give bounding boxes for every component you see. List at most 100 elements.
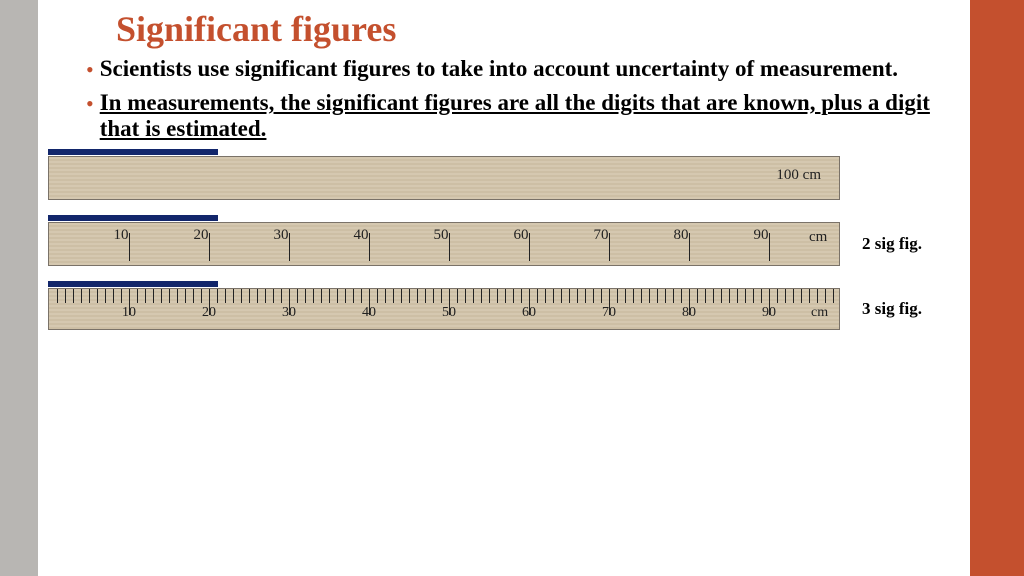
- tick-mark: [769, 233, 770, 261]
- tick-label: 20: [194, 227, 209, 244]
- minor-tick-mark: [809, 289, 810, 303]
- tick-mark: [369, 233, 370, 261]
- minor-tick-mark: [465, 289, 466, 303]
- minor-tick-mark: [753, 289, 754, 303]
- minor-tick-mark: [137, 289, 138, 303]
- tick-label: 40: [354, 227, 369, 244]
- minor-tick-mark: [353, 289, 354, 303]
- minor-tick-mark: [409, 289, 410, 303]
- minor-tick-mark: [321, 289, 322, 303]
- minor-tick-mark: [681, 289, 682, 303]
- left-accent-bar: [0, 0, 38, 576]
- minor-tick-mark: [561, 289, 562, 303]
- minor-tick-mark: [217, 289, 218, 303]
- measurement-bar: [48, 281, 218, 287]
- minor-tick-mark: [697, 289, 698, 303]
- minor-tick-mark: [201, 289, 202, 303]
- minor-tick-mark: [233, 289, 234, 303]
- minor-tick-mark: [785, 289, 786, 303]
- minor-tick-mark: [817, 289, 818, 303]
- tick-label: 20: [202, 305, 216, 321]
- ruler-row-2: 102030405060708090cm 2 sig fig.: [48, 222, 970, 266]
- minor-tick-mark: [761, 289, 762, 303]
- ruler-1-end-label: 100 cm: [776, 167, 821, 184]
- minor-tick-mark: [393, 289, 394, 303]
- minor-tick-mark: [833, 289, 834, 303]
- minor-tick-mark: [105, 289, 106, 303]
- minor-tick-mark: [793, 289, 794, 303]
- minor-tick-mark: [169, 289, 170, 303]
- minor-tick-mark: [161, 289, 162, 303]
- tick-mark: [449, 233, 450, 261]
- minor-tick-mark: [241, 289, 242, 303]
- minor-tick-mark: [305, 289, 306, 303]
- minor-tick-mark: [153, 289, 154, 303]
- tick-label: 40: [362, 305, 376, 321]
- tick-label: 50: [434, 227, 449, 244]
- minor-tick-mark: [249, 289, 250, 303]
- measurement-bar: [48, 215, 218, 221]
- tick-label: 80: [674, 227, 689, 244]
- minor-tick-mark: [601, 289, 602, 303]
- bullet-list: • Scientists use significant figures to …: [38, 50, 970, 142]
- minor-tick-mark: [257, 289, 258, 303]
- minor-tick-mark: [297, 289, 298, 303]
- minor-tick-mark: [641, 289, 642, 303]
- minor-tick-mark: [177, 289, 178, 303]
- ruler-row-3: 102030405060708090cm 3 sig fig.: [48, 288, 970, 330]
- minor-tick-mark: [729, 289, 730, 303]
- minor-tick-mark: [361, 289, 362, 303]
- minor-tick-mark: [401, 289, 402, 303]
- minor-tick-mark: [737, 289, 738, 303]
- tick-label: 30: [274, 227, 289, 244]
- minor-tick-mark: [489, 289, 490, 303]
- ruler-row-1: 100 cm: [48, 156, 970, 200]
- tick-label: 60: [514, 227, 529, 244]
- unit-label: cm: [809, 229, 827, 246]
- minor-tick-mark: [497, 289, 498, 303]
- minor-tick-mark: [521, 289, 522, 303]
- tick-label: 50: [442, 305, 456, 321]
- minor-tick-mark: [281, 289, 282, 303]
- minor-tick-mark: [569, 289, 570, 303]
- minor-tick-mark: [225, 289, 226, 303]
- tick-mark: [689, 233, 690, 261]
- measurement-bar: [48, 149, 218, 155]
- minor-tick-mark: [121, 289, 122, 303]
- minor-tick-mark: [145, 289, 146, 303]
- minor-tick-mark: [505, 289, 506, 303]
- minor-tick-mark: [57, 289, 58, 303]
- minor-tick-mark: [577, 289, 578, 303]
- minor-tick-mark: [553, 289, 554, 303]
- ruler-1-wrap: 100 cm: [48, 156, 840, 200]
- minor-tick-mark: [593, 289, 594, 303]
- tick-label: 60: [522, 305, 536, 321]
- bullet-text: In measurements, the significant figures…: [100, 90, 930, 142]
- bullet-text: Scientists use significant figures to ta…: [100, 56, 898, 82]
- tick-label: 10: [122, 305, 136, 321]
- minor-tick-mark: [777, 289, 778, 303]
- tick-label: 10: [114, 227, 129, 244]
- ruler-ones: 102030405060708090cm: [48, 288, 840, 330]
- bullet-dot-icon: •: [86, 56, 94, 84]
- minor-tick-mark: [633, 289, 634, 303]
- bullet-item: • Scientists use significant figures to …: [86, 56, 930, 84]
- minor-tick-mark: [185, 289, 186, 303]
- minor-tick-mark: [81, 289, 82, 303]
- minor-tick-mark: [433, 289, 434, 303]
- minor-tick-mark: [801, 289, 802, 303]
- minor-tick-mark: [193, 289, 194, 303]
- minor-tick-mark: [425, 289, 426, 303]
- minor-tick-mark: [377, 289, 378, 303]
- minor-tick-mark: [617, 289, 618, 303]
- minor-tick-mark: [417, 289, 418, 303]
- minor-tick-mark: [745, 289, 746, 303]
- slide-title: Significant figures: [38, 8, 970, 50]
- ruler-2-wrap: 102030405060708090cm: [48, 222, 840, 266]
- minor-tick-mark: [673, 289, 674, 303]
- minor-tick-mark: [329, 289, 330, 303]
- minor-tick-mark: [585, 289, 586, 303]
- minor-tick-mark: [97, 289, 98, 303]
- right-accent-bar: [970, 0, 1024, 576]
- minor-tick-mark: [825, 289, 826, 303]
